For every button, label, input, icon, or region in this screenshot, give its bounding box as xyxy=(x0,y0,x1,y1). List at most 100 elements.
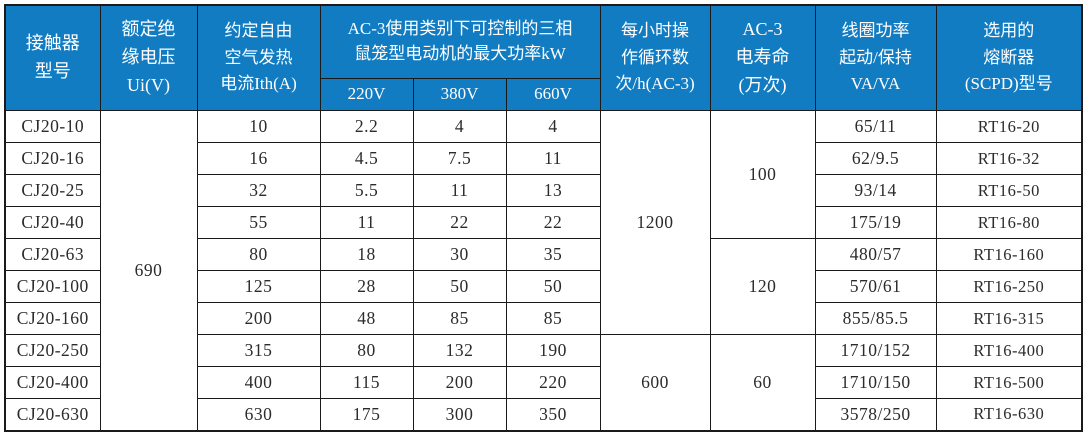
cell-kw660: 4 xyxy=(505,110,601,143)
cell-kw660: 35 xyxy=(505,238,601,271)
table-row: CJ20-10 690 10 2.2 4 4 1200 100 65/11 RT… xyxy=(4,110,1083,431)
header-cell-kw-group: AC-3使用类别下可控制的三相 鼠笼型电动机的最大功率kW xyxy=(319,4,601,79)
cell-fuse: RT16-160 xyxy=(935,238,1083,271)
header-cell-kw-380v: 380V xyxy=(412,78,507,111)
cell-coil: 93/14 xyxy=(814,174,937,207)
cell-model: CJ20-250 xyxy=(4,334,101,367)
cell-kw660: 22 xyxy=(505,206,601,239)
cell-fuse: RT16-20 xyxy=(935,110,1083,143)
cell-coil: 62/9.5 xyxy=(814,142,937,175)
cell-fuse: RT16-250 xyxy=(935,270,1083,303)
table-row: CJ20-160 200 48 85 85 855/85.5 RT16-315 xyxy=(4,302,1083,335)
cell-fuse: RT16-630 xyxy=(935,398,1083,431)
cell-ui-merged: 690 xyxy=(99,110,198,431)
cell-coil: 855/85.5 xyxy=(814,302,937,335)
contactor-spec-table: 接触器 型号 额定绝 缘电压 Ui(V) 约定自由 空气发热 电流Ith(A) … xyxy=(4,4,1084,432)
cell-ith: 32 xyxy=(196,174,321,207)
cell-kw220: 4.5 xyxy=(319,142,414,175)
cell-coil: 3578/250 xyxy=(814,398,937,431)
cell-model: CJ20-25 xyxy=(4,174,101,207)
header-cell-fuse: 选用的 熔断器 (SCPD)型号 xyxy=(935,4,1083,111)
cell-kw220: 48 xyxy=(319,302,414,335)
header-cell-cycles: 每小时操 作循环数 次/h(AC-3) xyxy=(599,4,711,111)
cell-fuse: RT16-50 xyxy=(935,174,1083,207)
cell-kw380: 7.5 xyxy=(412,142,507,175)
cell-kw220: 11 xyxy=(319,206,414,239)
cell-coil: 175/19 xyxy=(814,206,937,239)
cell-ith: 630 xyxy=(196,398,321,431)
cell-kw220: 18 xyxy=(319,238,414,271)
cell-ith: 125 xyxy=(196,270,321,303)
cell-cycles-merged-top: 1200 xyxy=(599,110,711,335)
table-row: CJ20-400 400 115 200 220 1710/150 RT16-5… xyxy=(4,366,1083,399)
table-row: CJ20-63 80 18 30 35 120 480/57 RT16-160 xyxy=(4,238,1083,335)
header-row-2: 220V 380V 660V xyxy=(5,78,1082,111)
cell-kw220: 175 xyxy=(319,398,414,431)
cell-kw380: 132 xyxy=(412,334,507,367)
cell-cycles-merged-bottom: 600 xyxy=(599,334,711,431)
cell-life-merged-bottom: 60 xyxy=(709,334,816,431)
table-row: CJ20-16 16 4.5 7.5 11 62/9.5 RT16-32 xyxy=(4,142,1083,175)
header-cell-ui: 额定绝 缘电压 Ui(V) xyxy=(99,4,198,111)
cell-life-merged-top: 100 xyxy=(709,110,816,239)
cell-kw660: 350 xyxy=(505,398,601,431)
table-header: 接触器 型号 额定绝 缘电压 Ui(V) 约定自由 空气发热 电流Ith(A) … xyxy=(4,4,1083,111)
cell-fuse: RT16-500 xyxy=(935,366,1083,399)
cell-ith: 315 xyxy=(196,334,321,367)
cell-ith: 55 xyxy=(196,206,321,239)
cell-model: CJ20-40 xyxy=(4,206,101,239)
header-cell-kw-660v: 660V xyxy=(505,78,601,111)
cell-kw380: 200 xyxy=(412,366,507,399)
header-cell-ith: 约定自由 空气发热 电流Ith(A) xyxy=(196,4,321,111)
cell-model: CJ20-16 xyxy=(4,142,101,175)
header-cell-life: AC-3 电寿命 (万次) xyxy=(709,4,816,111)
cell-coil: 65/11 xyxy=(814,110,937,143)
header-row-1: 接触器 型号 额定绝 缘电压 Ui(V) 约定自由 空气发热 电流Ith(A) … xyxy=(4,4,1083,111)
cell-kw660: 220 xyxy=(505,366,601,399)
cell-kw220: 2.2 xyxy=(319,110,414,143)
cell-kw380: 11 xyxy=(412,174,507,207)
cell-kw660: 11 xyxy=(505,142,601,175)
header-cell-model: 接触器 型号 xyxy=(4,4,101,111)
table-row: CJ20-40 55 11 22 22 175/19 RT16-80 xyxy=(4,206,1083,239)
cell-life-merged-mid: 120 xyxy=(709,238,816,335)
cell-ith: 200 xyxy=(196,302,321,335)
cell-fuse: RT16-315 xyxy=(935,302,1083,335)
cell-kw380: 85 xyxy=(412,302,507,335)
cell-kw380: 50 xyxy=(412,270,507,303)
cell-ith: 400 xyxy=(196,366,321,399)
cell-fuse: RT16-80 xyxy=(935,206,1083,239)
table-row: CJ20-100 125 28 50 50 570/61 RT16-250 xyxy=(4,270,1083,303)
cell-kw220: 28 xyxy=(319,270,414,303)
table-row: CJ20-630 630 175 300 350 3578/250 RT16-6… xyxy=(4,398,1083,431)
cell-kw660: 50 xyxy=(505,270,601,303)
cell-kw660: 85 xyxy=(505,302,601,335)
cell-ith: 80 xyxy=(196,238,321,271)
cell-kw380: 22 xyxy=(412,206,507,239)
cell-fuse: RT16-400 xyxy=(935,334,1083,367)
table-row: CJ20-250 315 80 132 190 600 60 1710/152 … xyxy=(4,334,1083,431)
cell-model: CJ20-630 xyxy=(4,398,101,431)
table-body: CJ20-10 690 10 2.2 4 4 1200 100 65/11 RT… xyxy=(4,110,1083,431)
header-cell-kw-220v: 220V xyxy=(319,78,414,111)
header-cell-coil: 线圈功率 起动/保持 VA/VA xyxy=(814,4,937,111)
cell-ith: 10 xyxy=(196,110,321,143)
cell-kw660: 190 xyxy=(505,334,601,367)
cell-model: CJ20-63 xyxy=(4,238,101,271)
cell-fuse: RT16-32 xyxy=(935,142,1083,175)
cell-model: CJ20-10 xyxy=(4,110,101,143)
cell-ith: 16 xyxy=(196,142,321,175)
cell-model: CJ20-160 xyxy=(4,302,101,335)
cell-kw380: 30 xyxy=(412,238,507,271)
cell-model: CJ20-100 xyxy=(4,270,101,303)
cell-model: CJ20-400 xyxy=(4,366,101,399)
cell-kw380: 300 xyxy=(412,398,507,431)
cell-coil: 1710/150 xyxy=(814,366,937,399)
cell-kw380: 4 xyxy=(412,110,507,143)
cell-kw220: 5.5 xyxy=(319,174,414,207)
table-row: CJ20-25 32 5.5 11 13 93/14 RT16-50 xyxy=(4,174,1083,207)
cell-kw220: 115 xyxy=(319,366,414,399)
cell-kw220: 80 xyxy=(319,334,414,367)
cell-coil: 570/61 xyxy=(814,270,937,303)
